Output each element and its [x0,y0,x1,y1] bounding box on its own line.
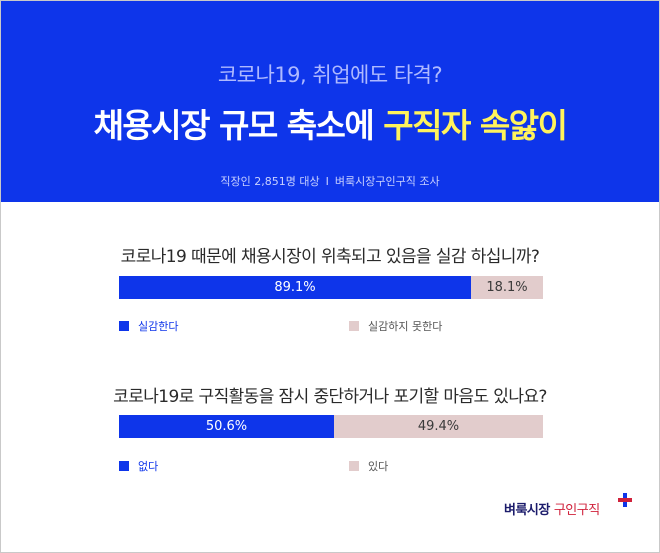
legend-1-yes: 실감한다 [119,318,179,333]
legend-1-no-label: 실감하지 못한다 [368,320,443,333]
legend-2-yes-label: 있다 [368,460,389,473]
legend-2-yes-swatch [349,461,359,471]
bar-2-yes-label: 49.4% [417,419,460,434]
legend-2-no-swatch [119,461,129,471]
title-main: 채용시장 규모 축소에 [93,106,375,145]
header-banner: 코로나19, 취업에도 타격? 채용시장 규모 축소에 구직자 속앓이 직장인 … [1,1,659,202]
bar-1-yes-segment [119,276,471,299]
source-separator: I [325,175,329,188]
legend-1-no: 실감하지 못한다 [349,318,443,333]
logo-part-1: 벼룩시장 [504,503,550,518]
legend-2-no-label: 없다 [138,460,159,473]
bar-2-yes-segment [334,415,543,438]
logo-part-2: 구인구직 [553,503,600,518]
bar-1-no-label: 18.1% [486,280,528,295]
legend-1-no-swatch [349,321,359,331]
question-2: 코로나19로 구직활동을 잠시 중단하거나 포기할 마음도 있나요? [113,387,547,407]
source-right: 벼룩시장구인구직 조사 [334,175,440,188]
bar-2-no-segment [119,415,334,438]
main-title: 채용시장 규모 축소에 구직자 속앓이 [1,99,659,147]
bar-chart-2: 50.6% 49.4% [119,415,543,438]
bar-2-no-label: 50.6% [205,419,248,434]
title-highlight: 구직자 속앓이 [383,106,568,145]
subtitle: 코로나19, 취업에도 타격? [217,63,443,87]
legend-2-yes: 있다 [349,458,389,473]
survey-source: 직장인 2,851명 대상 I 벼룩시장구인구직 조사 [1,173,659,189]
legend-1-yes-label: 실감한다 [138,320,179,333]
bar-chart-1: 89.1% 18.1% [119,276,543,299]
bar-1-no-segment [471,276,543,299]
source-left: 직장인 2,851명 대상 [220,175,320,188]
question-1: 코로나19 때문에 채용시장이 위축되고 있음을 실감 하십니까? [120,247,540,267]
legend-1-yes-swatch [119,321,129,331]
brand-logo: 벼룩시장 구인구직 [504,493,632,523]
bar-1-yes-label: 89.1% [274,280,316,295]
plus-icon [618,493,632,507]
legend-2-no: 없다 [119,458,159,473]
